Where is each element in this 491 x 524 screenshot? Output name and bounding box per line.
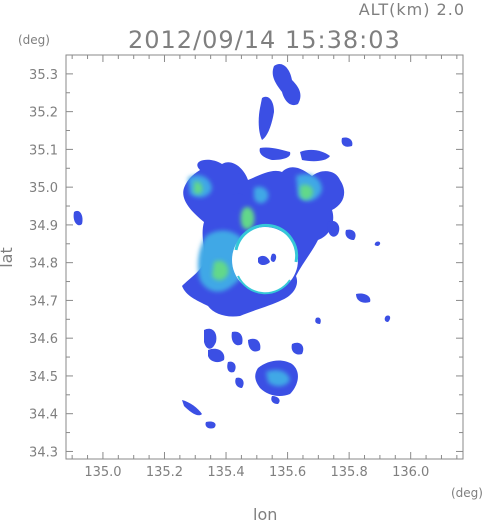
radar-site [232,223,299,295]
chart-title: 2012/09/14 15:38:03 [128,26,401,54]
echo-high-intensity [193,181,314,281]
y-tick-label: 35.3 [29,68,58,83]
y-tick-label: 35.1 [29,143,58,158]
axes: 135.0 135.2 135.4 135.6 135.8 136.0 34.3 34.4 34… [29,54,464,480]
altitude-label: ALT(km) 2.0 [358,0,465,19]
x-tick-label: 135.6 [269,465,306,480]
echo-layer [73,63,391,429]
echo-south-cells [182,328,304,429]
x-tick-label: 135.4 [207,465,244,480]
y-tick-label: 34.9 [29,219,58,234]
y-tick-label: 34.7 [29,294,58,309]
y-tick-label: 35.0 [29,181,58,196]
y-tick-label: 35.2 [29,106,58,121]
y-axis-unit: (deg) [18,33,50,47]
radar-center-echo-2 [270,253,277,262]
radar-ring-echo-lower [237,275,291,295]
x-tick-label: 135.2 [146,465,183,480]
y-tick-label: 34.8 [29,257,58,272]
plot-frame [65,54,464,460]
echo-northern-band [258,63,353,162]
y-tick-label: 34.4 [29,408,58,423]
echo-south-cell-core [266,370,290,387]
y-tick-label: 34.3 [29,445,58,460]
x-axis-label: lon [253,505,278,524]
x-tick-label: 136.0 [392,465,429,480]
y-tick-label: 34.5 [29,370,58,385]
x-axis-unit: (deg) [451,486,483,500]
x-tick-label: 135.8 [331,465,368,480]
radar-center-echo [258,255,270,265]
echo-isolated-cells [73,210,391,324]
x-tick-label: 135.0 [84,465,121,480]
radar-ring-echo [234,223,299,263]
y-tick-label: 34.6 [29,332,58,347]
